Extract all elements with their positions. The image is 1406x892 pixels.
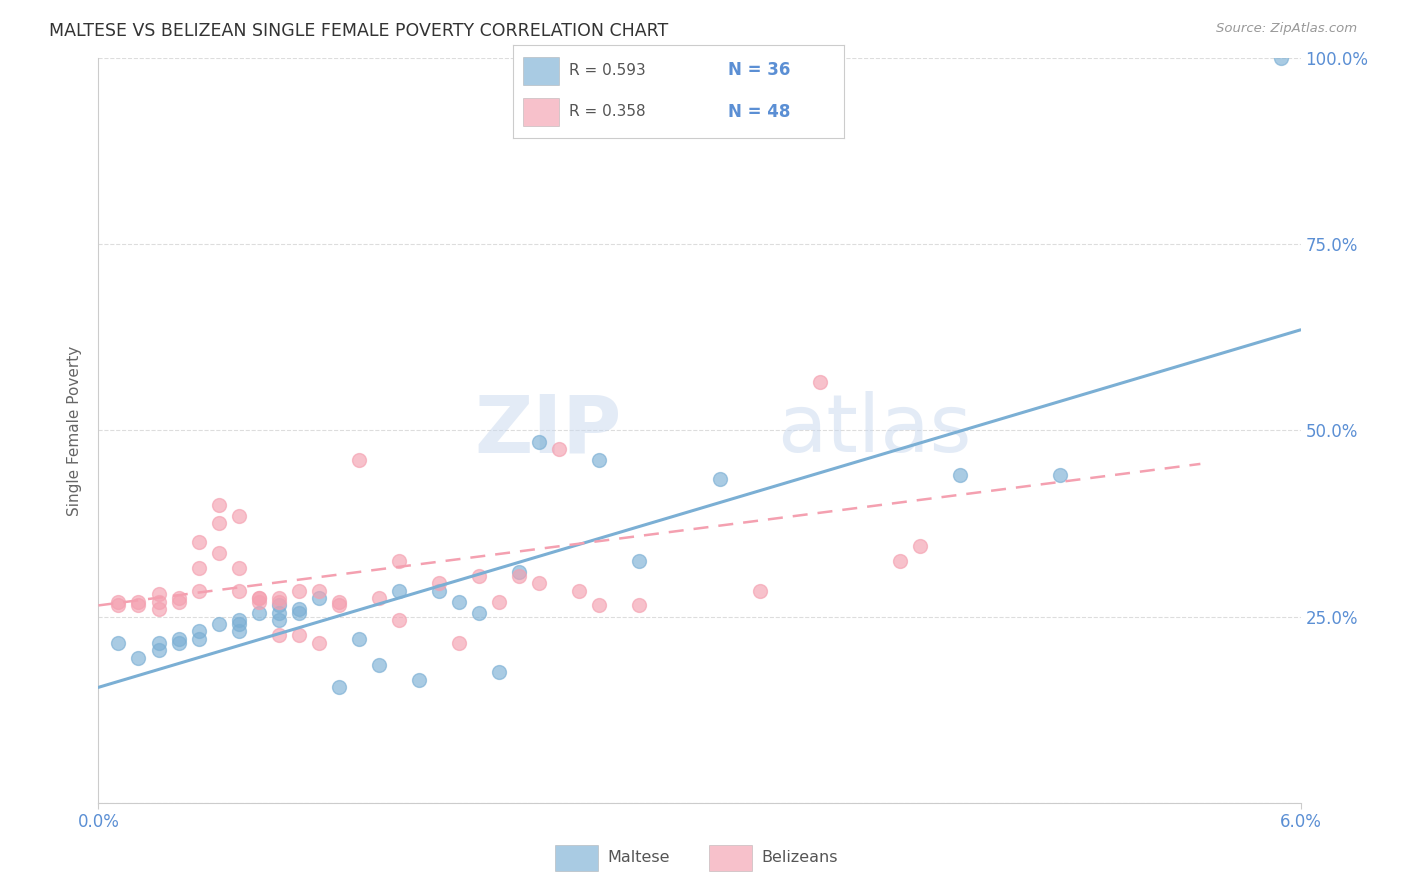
Point [748,583,770,598]
Point [208,516,231,531]
Point [949,468,972,483]
Point [187,583,209,598]
Point [447,595,470,609]
Point [328,595,350,609]
Point [628,554,651,568]
Point [488,665,510,680]
Point [808,375,831,389]
Point [247,606,270,620]
Point [228,583,250,598]
Point [128,595,150,609]
Bar [709,845,752,871]
Point [488,595,510,609]
Text: R = 0.358: R = 0.358 [569,104,645,119]
Point [388,554,411,568]
Point [228,509,250,524]
Point [628,599,651,613]
Point [267,606,290,620]
Point [107,599,129,613]
Point [167,632,190,646]
Point [308,583,330,598]
Point [128,650,150,665]
Point [408,673,430,687]
Point [187,632,209,646]
Point [267,613,290,627]
Point [267,591,290,605]
Point [447,635,470,649]
Point [267,595,290,609]
Point [328,681,350,695]
Point [208,617,231,632]
Point [468,568,491,582]
Bar [554,845,598,871]
Point [187,561,209,575]
Point [228,617,250,632]
Point [347,453,370,467]
Point [247,591,270,605]
Point [228,613,250,627]
Point [148,595,170,609]
Point [468,606,491,620]
Point [247,595,270,609]
Text: Maltese: Maltese [607,850,669,865]
Point [588,453,610,467]
Y-axis label: Single Female Poverty: Single Female Poverty [67,345,83,516]
Point [308,591,330,605]
Point [427,583,450,598]
Point [128,599,150,613]
Point [148,635,170,649]
Point [228,624,250,639]
Point [267,628,290,642]
Point [288,606,311,620]
Point [1270,51,1292,65]
Text: atlas: atlas [778,392,972,469]
Point [588,599,610,613]
Text: R = 0.593: R = 0.593 [569,62,647,78]
Point [508,568,530,582]
Point [328,599,350,613]
Point [187,624,209,639]
Point [208,546,231,560]
Point [1049,468,1071,483]
Text: N = 36: N = 36 [728,62,790,79]
Point [228,561,250,575]
Point [368,658,391,673]
Point [388,613,411,627]
Point [208,498,231,512]
Point [368,591,391,605]
Text: Belizeans: Belizeans [762,850,838,865]
Point [148,602,170,616]
Bar [523,98,560,126]
Point [347,632,370,646]
Text: N = 48: N = 48 [728,103,790,120]
Point [427,576,450,591]
Bar [523,57,560,85]
Point [148,643,170,657]
Point [529,434,551,449]
Point [388,583,411,598]
Point [908,539,931,553]
Point [288,583,311,598]
Point [709,472,731,486]
Point [529,576,551,591]
Point [167,635,190,649]
Point [548,442,571,456]
Point [167,595,190,609]
Point [267,599,290,613]
Point [889,554,911,568]
Point [107,595,129,609]
Text: Source: ZipAtlas.com: Source: ZipAtlas.com [1216,22,1357,36]
Text: MALTESE VS BELIZEAN SINGLE FEMALE POVERTY CORRELATION CHART: MALTESE VS BELIZEAN SINGLE FEMALE POVERT… [49,22,668,40]
Point [288,628,311,642]
Point [167,591,190,605]
Point [148,587,170,601]
Point [187,535,209,549]
Point [247,591,270,605]
Point [288,602,311,616]
Point [568,583,591,598]
Point [508,565,530,579]
Point [107,635,129,649]
Text: ZIP: ZIP [474,392,621,469]
Point [308,635,330,649]
